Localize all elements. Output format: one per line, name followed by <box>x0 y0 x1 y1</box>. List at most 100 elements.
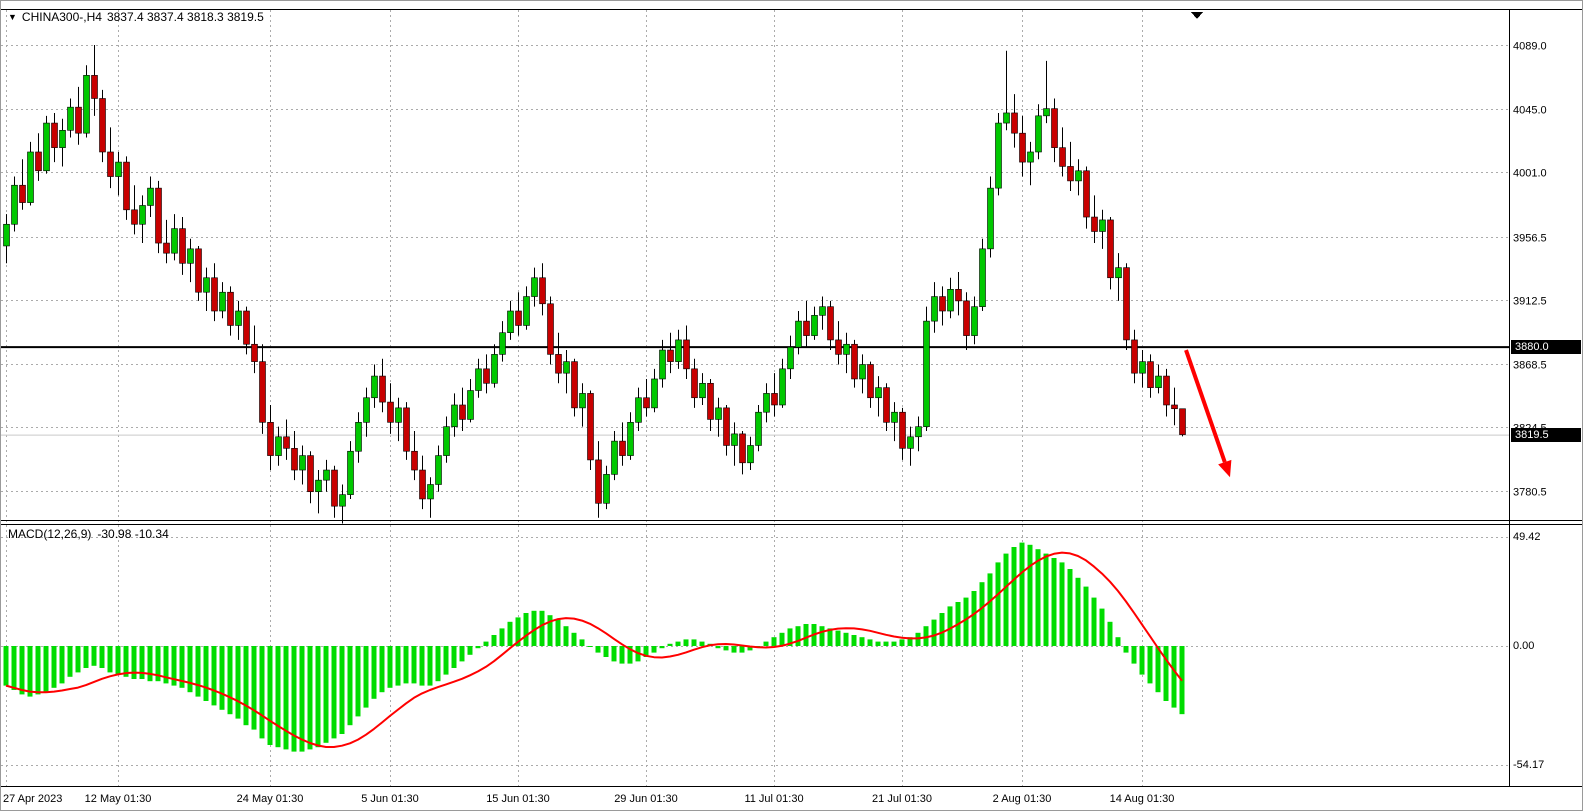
macd-bar <box>403 646 409 684</box>
macd-bar <box>315 646 321 748</box>
candle-up <box>563 361 570 374</box>
candle-up <box>395 407 402 423</box>
macd-bar <box>835 630 841 646</box>
macd-bar <box>971 591 977 646</box>
macd-bar <box>163 646 169 684</box>
candle-up <box>987 187 994 250</box>
macd-bar <box>483 641 489 646</box>
candle-up <box>203 277 210 293</box>
macd-bar <box>1075 577 1081 646</box>
axes <box>1 9 1582 787</box>
shift-end-marker-icon[interactable] <box>1191 12 1203 19</box>
macd-bar <box>787 628 793 646</box>
candle-up <box>1099 219 1106 232</box>
candle-down <box>123 161 130 211</box>
candle-up <box>467 390 474 420</box>
candle-up <box>931 296 938 322</box>
candle-up <box>443 426 450 456</box>
candle-up <box>579 393 586 409</box>
candle-up <box>947 289 954 312</box>
macd-bar <box>899 639 905 646</box>
candle-up <box>979 248 986 307</box>
candle-down <box>963 300 970 336</box>
candle-down <box>851 343 858 380</box>
candle-down <box>1067 166 1074 182</box>
candle-up <box>115 161 122 177</box>
macd-bar <box>91 646 97 666</box>
macd-bar <box>667 643 673 646</box>
candle-up <box>355 422 362 452</box>
macd-bar <box>715 646 721 649</box>
macd-bar <box>699 641 705 646</box>
candle-down <box>99 98 106 153</box>
candle-down <box>771 393 778 406</box>
candle-down <box>643 397 650 409</box>
candle-down <box>107 151 114 177</box>
candle-up <box>1139 361 1146 374</box>
time-axis-label: 12 May 01:30 <box>85 793 152 805</box>
candle-up <box>715 407 722 420</box>
macd-bar <box>1163 646 1169 701</box>
macd-bar <box>99 646 105 668</box>
candle-down <box>419 469 426 500</box>
macd-bar <box>595 646 601 653</box>
price-pane <box>1 45 1509 524</box>
macd-bar <box>1019 542 1025 646</box>
macd-bar <box>1035 549 1041 646</box>
macd-bar <box>123 646 129 677</box>
candle-down <box>803 320 810 336</box>
candle-down <box>547 303 554 355</box>
candle-down <box>155 187 162 244</box>
macd-pane <box>3 542 1185 752</box>
candle-down <box>587 393 594 461</box>
candle-up <box>371 375 378 399</box>
macd-bar <box>939 613 945 646</box>
candle-down <box>619 440 626 456</box>
trend-arrow-head[interactable] <box>1218 459 1232 478</box>
symbol-dropdown-icon[interactable]: ▼ <box>8 11 17 22</box>
chart-title: ▼ CHINA300-,H4 3837.4 3837.4 3818.3 3819… <box>8 10 264 24</box>
candle-down <box>179 228 186 264</box>
macd-bar <box>603 646 609 657</box>
macd-bar <box>795 626 801 646</box>
trend-arrow-shaft[interactable] <box>1184 349 1227 463</box>
symbol-timeframe-label: CHINA300-,H4 <box>21 10 102 24</box>
macd-bar <box>1003 553 1009 646</box>
candle-down <box>403 407 410 452</box>
macd-bar <box>227 646 233 715</box>
macd-bar <box>1043 553 1049 646</box>
macd-bar <box>35 646 41 695</box>
macd-bar <box>147 646 153 682</box>
macd-bar <box>1155 646 1161 693</box>
candle-down <box>331 469 338 507</box>
candle-down <box>19 184 26 203</box>
price-axis-label: 3912.5 <box>1513 296 1547 308</box>
macd-bar <box>187 646 193 693</box>
macd-bar <box>131 646 137 679</box>
candle-up <box>323 469 330 481</box>
macd-bar <box>747 646 753 651</box>
macd-bar <box>931 619 937 646</box>
candle-up <box>603 474 610 504</box>
macd-bar <box>467 646 473 655</box>
macd-bar <box>419 646 425 686</box>
macd-bar <box>859 637 865 646</box>
macd-bar <box>979 582 985 646</box>
candle-up <box>435 455 442 485</box>
macd-bar <box>947 606 953 646</box>
macd-bar <box>267 646 273 745</box>
price-axis-label: 3780.5 <box>1513 487 1547 499</box>
macd-axis-tick: 49.42 <box>1513 531 1541 543</box>
candle-down <box>899 411 906 449</box>
price-axis-label: 3956.5 <box>1513 233 1547 245</box>
macd-bar <box>987 573 993 646</box>
macd-bar <box>379 646 385 693</box>
candle-up <box>779 368 786 406</box>
ohlc-quote-label: 3837.4 3837.4 3818.3 3819.5 <box>106 10 264 24</box>
candle-down <box>555 354 562 374</box>
macd-bar <box>1059 562 1065 646</box>
macd-bar <box>491 635 497 646</box>
macd-bar <box>371 646 377 699</box>
